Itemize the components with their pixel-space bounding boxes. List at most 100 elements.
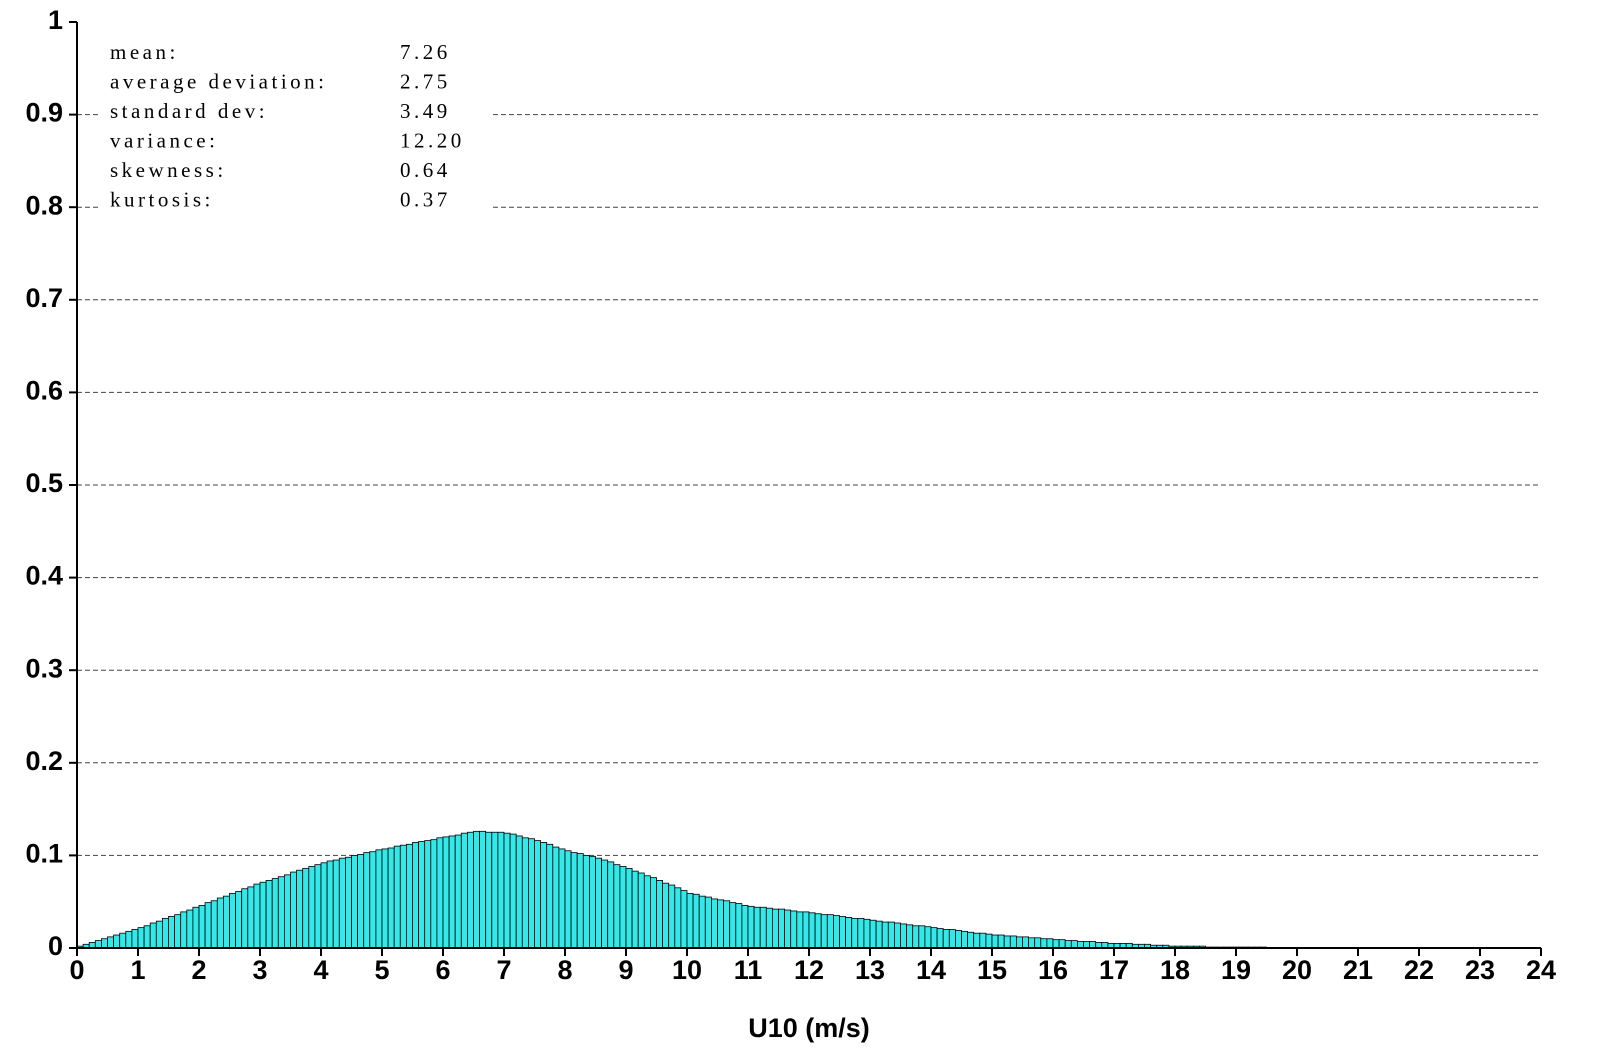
bar (193, 907, 199, 948)
bar (352, 855, 358, 948)
x-tick-label: 22 (1404, 955, 1434, 985)
x-tick-label: 18 (1160, 955, 1190, 985)
stat-value: 2.75 (400, 69, 451, 93)
x-tick-label: 6 (435, 955, 450, 985)
bar (736, 904, 742, 948)
bar (413, 842, 419, 948)
bar (571, 853, 577, 948)
bar (907, 925, 913, 948)
bar (364, 853, 370, 948)
bar (162, 918, 168, 948)
bar (846, 917, 852, 948)
y-tick-label: 0.5 (25, 468, 63, 498)
bar (126, 931, 132, 948)
stat-value: 0.64 (400, 158, 451, 182)
bar (1047, 939, 1053, 948)
bar (638, 873, 644, 948)
bar (278, 877, 284, 948)
x-tick-label: 9 (618, 955, 633, 985)
bar (455, 835, 461, 948)
x-axis-label: U10 (m/s) (748, 1013, 870, 1043)
y-tick-label: 0.7 (25, 283, 63, 313)
bar (327, 861, 333, 948)
y-tick-label: 0.9 (25, 98, 63, 128)
bar (504, 833, 510, 948)
x-tick-label: 5 (374, 955, 389, 985)
x-tick-label: 23 (1465, 955, 1495, 985)
bar (626, 868, 632, 948)
bar (840, 917, 846, 948)
bar (925, 927, 931, 948)
bar (589, 856, 595, 948)
stat-value: 7.26 (400, 40, 451, 64)
stat-label: kurtosis: (110, 187, 214, 211)
bar (156, 921, 162, 948)
x-tick-label: 7 (496, 955, 511, 985)
bar (297, 870, 303, 948)
bar (614, 865, 620, 948)
bar (474, 831, 480, 948)
bar (809, 913, 815, 948)
bar (1041, 939, 1047, 948)
bar (333, 860, 339, 948)
bar (120, 933, 126, 948)
bar (754, 907, 760, 948)
x-tick-label: 2 (191, 955, 206, 985)
bar (913, 926, 919, 948)
bar (388, 848, 394, 948)
x-tick-label: 1 (130, 955, 145, 985)
bar (852, 918, 858, 948)
bar (144, 926, 150, 948)
bar (644, 876, 650, 948)
bar (974, 933, 980, 948)
bar (230, 893, 236, 948)
bar (791, 911, 797, 948)
bar (242, 889, 248, 948)
bar (553, 847, 559, 948)
x-tick-label: 16 (1038, 955, 1068, 985)
bar (748, 906, 754, 948)
bar (968, 932, 974, 948)
bar (1023, 937, 1029, 948)
bar (101, 939, 107, 948)
bar (931, 928, 937, 948)
y-tick-label: 0.2 (25, 746, 63, 776)
bar (211, 901, 217, 948)
bars (77, 831, 1297, 948)
bar (864, 919, 870, 948)
bar (577, 854, 583, 948)
bar (669, 885, 675, 948)
bar (687, 893, 693, 948)
bar (724, 901, 730, 948)
bar (1029, 938, 1035, 948)
bar (547, 844, 553, 948)
bar (205, 903, 211, 948)
grid (77, 115, 1541, 856)
bar (291, 872, 297, 948)
bar (785, 910, 791, 948)
y-tick-label: 0.4 (25, 561, 63, 591)
bar (315, 865, 321, 948)
bar (949, 929, 955, 948)
bar (321, 863, 327, 948)
bar (760, 907, 766, 948)
bar (175, 915, 181, 948)
bar (693, 894, 699, 948)
bar (535, 841, 541, 948)
bar (266, 880, 272, 948)
bar (650, 878, 656, 948)
bar (675, 888, 681, 948)
x-tick-label: 3 (252, 955, 267, 985)
bar (406, 844, 412, 948)
bar (705, 897, 711, 948)
bar (943, 929, 949, 948)
bar (132, 929, 138, 948)
bar (980, 933, 986, 948)
x-tick-label: 14 (916, 955, 946, 985)
bar (516, 836, 522, 948)
bar (382, 849, 388, 948)
bar (699, 896, 705, 948)
bar (742, 905, 748, 948)
bar (559, 849, 565, 948)
